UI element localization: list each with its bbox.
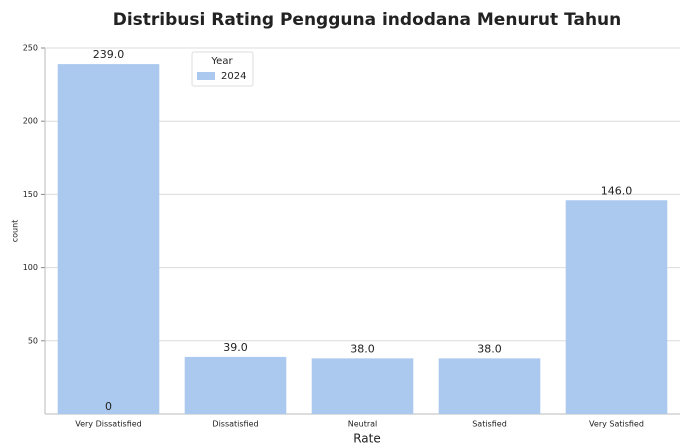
bar	[311, 358, 414, 414]
x-tick-label: Neutral	[348, 420, 378, 429]
x-tick-label: Very Dissatisfied	[75, 420, 142, 429]
value-label: 39.0	[223, 341, 248, 354]
legend-label: 2024	[221, 71, 246, 82]
x-tick-label: Very Satisfied	[589, 420, 644, 429]
bar	[438, 358, 541, 414]
bar	[57, 64, 160, 414]
legend-swatch	[197, 72, 215, 80]
value-label: 239.0	[93, 48, 125, 61]
bar	[565, 200, 668, 414]
value-label: 38.0	[350, 342, 375, 355]
value-label: 146.0	[601, 184, 633, 197]
bar	[184, 356, 287, 414]
y-tick-label: 200	[23, 117, 38, 126]
annotation: 0	[105, 400, 112, 413]
y-tick-label: 250	[23, 44, 38, 53]
y-tick-label: 100	[23, 263, 38, 272]
value-label: 38.0	[477, 342, 502, 355]
chart-title: Distribusi Rating Pengguna indodana Menu…	[113, 10, 622, 30]
y-tick-label: 150	[23, 190, 38, 199]
legend-title: Year	[210, 56, 233, 67]
y-axis-label: count	[11, 220, 20, 243]
y-tick-label: 50	[28, 336, 38, 345]
x-axis-label: Rate	[353, 432, 381, 446]
x-tick-label: Dissatisfied	[212, 420, 258, 429]
x-tick-label: Satisfied	[472, 420, 507, 429]
